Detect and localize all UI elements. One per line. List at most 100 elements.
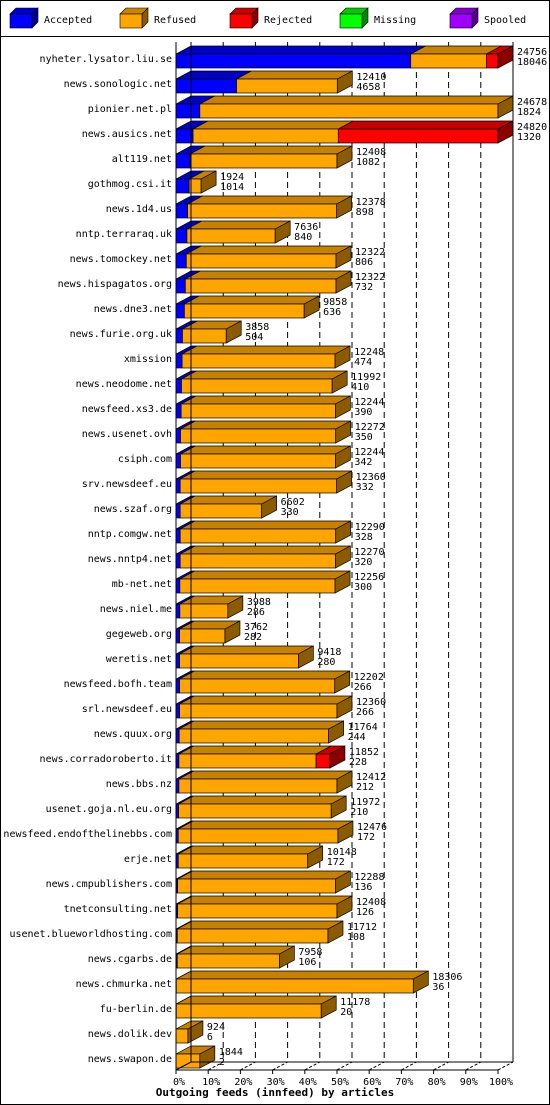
bar-group <box>175 770 353 794</box>
axes <box>175 42 514 1071</box>
bar-segment-rejected-top <box>338 120 514 130</box>
value-label-total: 3762 <box>244 622 268 633</box>
bar-segment-refused <box>177 903 338 919</box>
legend-item-spooled: Spooled <box>449 7 526 29</box>
bar-group <box>175 645 314 669</box>
bar-group <box>175 245 352 269</box>
bar-segment-rejected <box>315 753 331 769</box>
bar-segment-refused-top <box>184 295 320 305</box>
legend-swatch-accepted <box>9 13 33 29</box>
value-label-total: 12288 <box>354 872 384 883</box>
value-label-accepted: 36 <box>432 982 444 993</box>
x-tick-label: 10% <box>202 1077 220 1088</box>
value-label-accepted: 282 <box>244 632 262 643</box>
bar-group <box>175 470 353 494</box>
bar-group <box>175 570 351 594</box>
bar-segment-refused <box>179 528 337 544</box>
bar-segment-refused <box>179 653 299 669</box>
legend-item-accepted: Accepted <box>9 7 92 29</box>
category-label: news.dolik.dev <box>88 1029 172 1040</box>
x-tick-label: 20% <box>234 1077 252 1088</box>
legend-swatch-spooled <box>449 13 473 29</box>
bar-segment-refused <box>178 753 317 769</box>
category-label: tnetconsulting.net <box>64 904 172 915</box>
bar-segment-refused-top <box>176 970 429 980</box>
value-label-accepted: 228 <box>349 757 367 768</box>
value-label-total: 12270 <box>354 547 384 558</box>
bar-group <box>175 445 351 469</box>
value-label-total: 12256 <box>354 572 384 583</box>
plot-area: nyheter.lysator.liu.se news.sonologic.net… <box>3 42 547 1088</box>
bar-segment-accepted <box>175 78 237 94</box>
legend-label-accepted: Accepted <box>44 15 92 26</box>
value-label-accepted: 106 <box>298 957 316 968</box>
value-label-total: 11852 <box>349 747 379 758</box>
bar-segment-refused-side <box>261 495 278 519</box>
bar-segment-refused-top <box>176 995 337 1005</box>
category-label: news.chmurka.net <box>76 979 172 990</box>
bar-segment-refused-top <box>180 395 351 405</box>
value-label-total: 12290 <box>355 522 385 533</box>
bar-segment-refused <box>185 253 337 269</box>
category-labels: nyheter.lysator.liu.se news.sonologic.net… <box>3 54 172 1065</box>
legend-label-missing: Missing <box>374 15 416 26</box>
bar-segment-accepted <box>175 528 181 544</box>
grid-line-floor <box>465 1061 482 1071</box>
value-label-total: 12360 <box>356 697 386 708</box>
bar-group <box>175 145 353 169</box>
legend-label-refused: Refused <box>154 15 196 26</box>
value-label-total: 12360 <box>356 472 386 483</box>
category-label: srv.newsdeef.eu <box>82 479 172 490</box>
value-label-accepted: 212 <box>356 782 374 793</box>
bar-segment-refused-top <box>179 570 351 580</box>
bar-segment-accepted <box>175 328 183 344</box>
bar-segment-refused-top <box>177 945 295 955</box>
value-label-accepted: 172 <box>357 832 375 843</box>
value-label-total: 7636 <box>294 222 318 233</box>
value-label-accepted: 636 <box>323 307 341 318</box>
bar-segment-accepted <box>175 503 181 519</box>
bar-segment-refused-side <box>227 595 244 619</box>
bar-group <box>175 545 351 569</box>
bar-segment-refused-side <box>279 945 295 969</box>
value-label-total: 12476 <box>357 822 387 833</box>
category-label: xmission <box>124 354 172 365</box>
bar-group <box>175 495 278 519</box>
value-label-total: 9858 <box>323 297 347 308</box>
bar-segment-refused-top <box>181 370 348 380</box>
bar-segment-refused-side <box>336 770 353 794</box>
bar-segment-accepted <box>175 478 181 494</box>
value-label-total: 11972 <box>350 797 380 808</box>
bar-segment-refused-top <box>192 120 354 130</box>
value-label-total: 12378 <box>356 197 386 208</box>
value-label-accepted: 330 <box>281 507 299 518</box>
bar-segment-refused-top <box>186 245 352 255</box>
bar-segment-refused-side <box>334 570 351 594</box>
bar-segment-refused-top <box>178 770 353 780</box>
category-label: news.corradoroberto.it <box>40 754 172 765</box>
bar-segment-refused-side <box>298 645 314 669</box>
value-label-total: 1844 <box>219 1047 243 1058</box>
value-label-accepted: 266 <box>354 682 372 693</box>
bar-segment-refused-top <box>410 45 502 55</box>
value-label-total: 3988 <box>247 597 271 608</box>
bar-segment-refused-side <box>335 395 351 419</box>
category-label: nyheter.lysator.liu.se <box>40 54 172 65</box>
grid-line-floor <box>433 1061 449 1071</box>
bar-segment-refused-top <box>177 895 353 905</box>
value-label-accepted: 6 <box>207 1032 213 1043</box>
x-tick-label: 80% <box>428 1077 446 1088</box>
grid-line-floor <box>401 1061 417 1071</box>
value-label-accepted: 410 <box>351 382 369 393</box>
category-label: news.cgarbs.de <box>88 954 172 965</box>
value-label-total: 11712 <box>347 922 377 933</box>
x-tick-label: 40% <box>299 1077 317 1088</box>
x-axis-depth <box>175 1061 192 1071</box>
x-tick-label: 30% <box>267 1077 285 1088</box>
bar-segment-accepted <box>175 378 182 394</box>
bar-segment-refused-top <box>179 670 350 680</box>
bar-segment-refused <box>176 928 329 944</box>
bar-segment-refused-side <box>303 295 320 319</box>
legend-item-rejected: Rejected <box>229 7 312 29</box>
